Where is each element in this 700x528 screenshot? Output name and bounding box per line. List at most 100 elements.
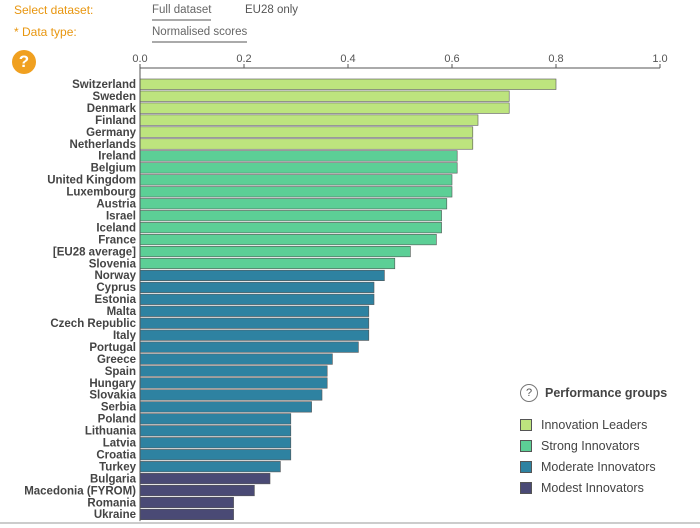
bar	[139, 162, 458, 174]
legend-swatch	[520, 460, 532, 473]
category-label: Finland	[95, 115, 136, 127]
bar	[139, 269, 385, 282]
bar	[139, 234, 437, 246]
category-label: Denmark	[87, 103, 137, 115]
category-label: Estonia	[94, 294, 136, 306]
bar	[139, 413, 292, 425]
bar	[139, 473, 271, 485]
legend: ? Performance groups Innovation Leaders …	[520, 384, 698, 498]
x-tick-label: 0.8	[548, 53, 563, 65]
legend-item-modest-innovators[interactable]: Modest Innovators	[520, 477, 698, 498]
bar	[139, 496, 234, 509]
bar	[139, 449, 292, 461]
bar	[139, 198, 448, 210]
bar	[139, 484, 255, 497]
category-label: Cyprus	[96, 282, 136, 294]
bar	[139, 126, 474, 138]
category-label: Netherlands	[70, 139, 136, 151]
x-tick-label: 1.0	[652, 53, 667, 65]
category-label: Slovenia	[89, 258, 137, 270]
bar	[139, 365, 328, 377]
bar	[139, 138, 474, 150]
category-label: France	[98, 234, 136, 246]
category-label: United Kingdom	[47, 175, 136, 187]
category-label: Macedonia (FYROM)	[24, 485, 136, 497]
legend-label: Modest Innovators	[541, 480, 644, 495]
bar	[139, 329, 370, 341]
bar	[139, 401, 312, 413]
bar	[139, 210, 442, 222]
legend-swatch	[520, 439, 532, 452]
category-label: Switzerland	[72, 79, 136, 91]
eu28-only-button[interactable]: EU28 only	[245, 4, 299, 16]
bar	[139, 425, 292, 437]
bar	[139, 461, 281, 473]
bar	[139, 102, 510, 114]
legend-label: Moderate Innovators	[541, 459, 656, 474]
category-label: Greece	[97, 354, 136, 366]
x-tick-label: 0.6	[444, 53, 459, 65]
category-label: Turkey	[99, 461, 136, 473]
category-label: Spain	[105, 366, 136, 378]
data-type-label: * Data type:	[14, 25, 77, 39]
legend-swatch	[520, 481, 532, 494]
bar	[139, 78, 557, 90]
bar	[139, 317, 370, 329]
bar	[139, 257, 396, 270]
category-label: Ireland	[98, 151, 136, 163]
category-label: Hungary	[89, 378, 136, 390]
bar	[139, 114, 479, 126]
bar	[139, 222, 442, 234]
category-label: Croatia	[96, 449, 136, 461]
bar	[139, 186, 453, 198]
category-label: Czech Republic	[50, 318, 136, 330]
x-tick-label: 0.0	[132, 53, 147, 65]
bar	[139, 377, 328, 389]
category-label: Malta	[107, 306, 137, 318]
bar	[139, 281, 375, 293]
bar	[139, 389, 323, 401]
category-label: Lithuania	[85, 426, 137, 438]
full-dataset-button[interactable]: Full dataset	[152, 4, 212, 21]
category-label: Poland	[98, 414, 136, 426]
category-label: Germany	[86, 127, 136, 139]
category-label: Norway	[94, 270, 136, 282]
category-label: Romania	[87, 497, 136, 509]
category-label: Belgium	[91, 163, 136, 175]
legend-title: Performance groups	[545, 386, 668, 400]
legend-label: Strong Innovators	[541, 438, 640, 453]
x-tick-label: 0.4	[340, 53, 355, 65]
category-label: Latvia	[103, 438, 137, 450]
category-label: Slovakia	[89, 390, 136, 402]
category-label: Luxembourg	[66, 187, 136, 199]
category-label: [EU28 average]	[53, 246, 136, 258]
category-label: Serbia	[101, 402, 137, 414]
bar	[139, 246, 411, 258]
legend-swatch	[520, 418, 532, 431]
bar	[139, 150, 458, 162]
category-label: Portugal	[89, 342, 136, 354]
bar	[139, 508, 234, 521]
x-tick-label: 0.2	[236, 53, 251, 65]
bar	[139, 305, 370, 317]
bar	[139, 174, 453, 186]
category-label: Israel	[106, 210, 136, 222]
help-icon[interactable]: ?	[12, 50, 36, 74]
bar	[139, 90, 510, 102]
category-label: Italy	[113, 330, 137, 342]
legend-help-icon[interactable]: ?	[520, 384, 538, 402]
legend-item-strong-innovators[interactable]: Strong Innovators	[520, 435, 698, 456]
select-dataset-label: Select dataset:	[14, 3, 94, 17]
category-label: Bulgaria	[90, 473, 137, 485]
normalised-scores-button[interactable]: Normalised scores	[152, 26, 248, 43]
legend-label: Innovation Leaders	[541, 417, 648, 432]
bar	[139, 341, 359, 353]
category-label: Sweden	[93, 91, 136, 103]
legend-item-innovation-leaders[interactable]: Innovation Leaders	[520, 414, 698, 435]
category-label: Austria	[96, 199, 136, 211]
bar	[139, 437, 292, 449]
bar	[139, 293, 375, 305]
legend-item-moderate-innovators[interactable]: Moderate Innovators	[520, 456, 698, 477]
bar	[139, 353, 333, 365]
